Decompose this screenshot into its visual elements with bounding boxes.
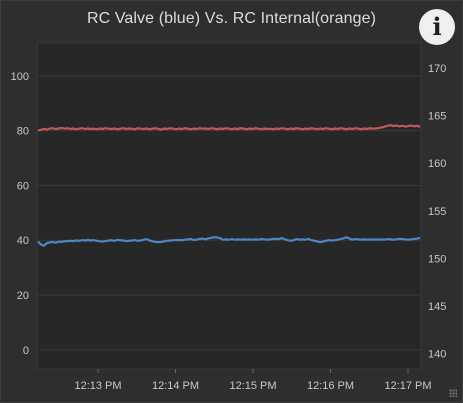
series-line-1 bbox=[37, 124, 421, 132]
info-button[interactable]: i bbox=[419, 9, 455, 45]
right-tick-label: 140 bbox=[428, 349, 446, 361]
x-tick-label: 12:13 PM bbox=[74, 380, 121, 392]
left-tick-label: 40 bbox=[17, 235, 29, 247]
grid-lines bbox=[37, 75, 421, 351]
right-axis: 140 145 150 155 160 165 170 bbox=[428, 63, 446, 361]
resize-grip[interactable] bbox=[449, 389, 457, 397]
info-icon: i bbox=[432, 12, 442, 41]
left-tick-label: 0 bbox=[23, 345, 29, 357]
x-tick-label: 12:14 PM bbox=[152, 380, 199, 392]
right-tick-label: 160 bbox=[428, 158, 446, 170]
plot-area bbox=[36, 42, 422, 370]
right-tick-label: 165 bbox=[428, 110, 446, 122]
left-tick-label: 20 bbox=[17, 290, 29, 302]
left-axis: 0 20 40 60 80 100 bbox=[11, 71, 29, 357]
chart-title: RC Valve (blue) Vs. RC Internal(orange) bbox=[86, 10, 377, 27]
series-line-0 bbox=[37, 236, 421, 247]
x-axis: 12:13 PM 12:14 PM 12:15 PM 12:16 PM 12:17 PM bbox=[74, 369, 432, 392]
right-tick-label: 155 bbox=[428, 206, 446, 218]
right-tick-label: 145 bbox=[428, 301, 446, 313]
left-tick-label: 80 bbox=[17, 126, 29, 138]
right-tick-label: 170 bbox=[428, 63, 446, 75]
series-layer bbox=[37, 124, 421, 247]
x-tick-label: 12:17 PM bbox=[384, 380, 431, 392]
x-tick-label: 12:16 PM bbox=[307, 380, 354, 392]
x-tick-label: 12:15 PM bbox=[229, 380, 276, 392]
left-tick-label: 60 bbox=[17, 180, 29, 192]
left-tick-label: 100 bbox=[11, 71, 29, 83]
right-tick-label: 150 bbox=[428, 253, 446, 265]
